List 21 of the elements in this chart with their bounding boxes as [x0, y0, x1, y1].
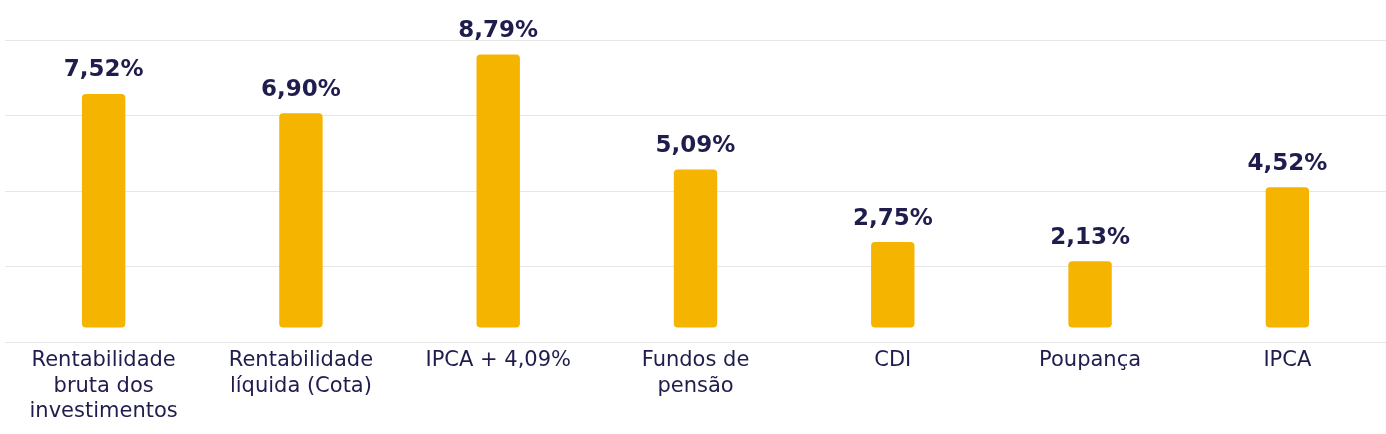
bar: [673, 169, 718, 328]
x-tick-label: Rentabilidade bruta dos investimentos: [29, 347, 178, 422]
x-tick-label: Fundos de pensão: [641, 347, 750, 397]
bar: [279, 113, 323, 328]
data-label: 6,90%: [261, 74, 341, 101]
x-tick-label: IPCA + 4,09%: [425, 347, 571, 372]
x-tick-label: CDI: [874, 347, 912, 372]
data-label: 4,52%: [1247, 148, 1328, 175]
data-label: 8,79%: [458, 16, 539, 43]
data-label: 2,13%: [1050, 222, 1130, 249]
x-tick-label: IPCA: [1263, 347, 1312, 372]
bar: [1068, 261, 1112, 328]
bar: [871, 242, 915, 328]
bar: [1265, 187, 1310, 328]
data-label: 5,09%: [655, 130, 736, 157]
x-tick-label: Rentabilidade líquida (Cota): [228, 347, 374, 397]
x-tick-label: Poupança: [1039, 347, 1142, 372]
data-label: 7,52%: [63, 55, 144, 82]
bar: [476, 54, 520, 328]
data-label: 2,75%: [852, 203, 933, 230]
bar: [81, 94, 126, 328]
